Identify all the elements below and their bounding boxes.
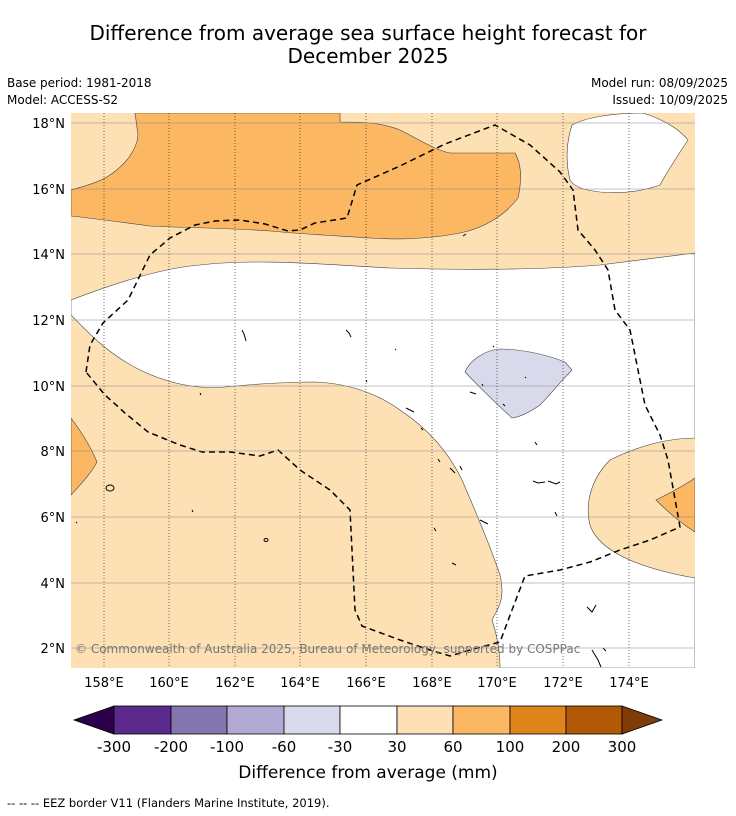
colorbar-over-arrow <box>621 705 664 735</box>
map-title: Difference from average sea surface heig… <box>0 22 736 68</box>
colorbar: -300 -200 -100 -60 -30 30 60 100 200 300… <box>72 705 664 783</box>
colorbar-segment <box>565 705 623 735</box>
colorbar-segment <box>170 705 228 735</box>
lat-tick: 14°N <box>32 248 65 263</box>
colorbar-under-arrow <box>72 705 115 735</box>
colorbar-tick: 200 <box>552 738 581 756</box>
eez-border <box>85 124 681 657</box>
meta-right: Model run: 08/09/2025 Issued: 10/09/2025 <box>591 75 728 109</box>
field-near-average-ne <box>566 113 689 194</box>
colorbar-segment <box>509 705 567 735</box>
lon-tick: 158°E <box>84 676 124 691</box>
copyright-notice: © Commonwealth of Australia 2025, Bureau… <box>75 642 580 656</box>
colorbar-tick: -100 <box>210 738 244 756</box>
colorbar-segment <box>283 705 341 735</box>
field-60-100-west <box>71 417 98 496</box>
colorbar-segment <box>396 705 454 735</box>
colorbar-tick: -60 <box>272 738 297 756</box>
lat-tick: 12°N <box>32 314 65 329</box>
gridlines <box>103 113 630 668</box>
colorbar-tick: 30 <box>387 738 406 756</box>
colorbar-ticks: -300 -200 -100 -60 -30 30 60 100 200 300 <box>97 738 636 756</box>
lon-tick: 170°E <box>477 676 517 691</box>
islands <box>75 233 607 668</box>
colorbar-segment <box>226 705 285 735</box>
map-plot-area: © Commonwealth of Australia 2025, Bureau… <box>71 113 695 668</box>
model-run: Model run: 08/09/2025 <box>590 76 728 90</box>
colorbar-segment <box>113 705 172 735</box>
lon-tick-labels: 158°E 160°E 162°E 164°E 166°E 168°E 170°… <box>84 676 649 691</box>
lat-tick: 18°N <box>32 117 65 132</box>
colorbar-tick: -30 <box>328 738 353 756</box>
colorbar-tick: 100 <box>496 738 525 756</box>
lon-tick: 162°E <box>215 676 255 691</box>
lat-tick: 6°N <box>41 511 66 526</box>
lat-tick-labels: 18°N 16°N 14°N 12°N 10°N 8°N 6°N 4°N 2°N <box>32 117 65 657</box>
colorbar-tick: 60 <box>443 738 462 756</box>
lon-tick: 168°E <box>412 676 452 691</box>
lat-tick: 10°N <box>32 380 65 395</box>
issued-date: Issued: 10/09/2025 <box>612 93 728 107</box>
meta-left: Base period: 1981-2018 Model: ACCESS-S2 <box>7 75 152 109</box>
lon-tick: 174°E <box>609 676 649 691</box>
colorbar-tick: -200 <box>154 738 188 756</box>
lat-gridlines <box>71 122 695 649</box>
colorbar-tick: 300 <box>608 738 637 756</box>
lat-tick: 4°N <box>41 577 66 592</box>
lat-tick: 16°N <box>32 183 65 198</box>
lon-tick: 164°E <box>280 676 320 691</box>
lon-tick: 172°E <box>543 676 583 691</box>
colorbar-segment <box>452 705 511 735</box>
title-line-2: December 2025 <box>287 44 449 68</box>
colorbar-segment <box>339 705 398 735</box>
colorbar-label: Difference from average (mm) <box>238 763 497 783</box>
title-line-1: Difference from average sea surface heig… <box>89 21 647 45</box>
eez-legend: -- -- -- EEZ border V11 (Flanders Marine… <box>7 796 330 810</box>
model-name: Model: ACCESS-S2 <box>7 93 119 107</box>
lon-tick: 160°E <box>149 676 189 691</box>
base-period: Base period: 1981-2018 <box>7 76 152 90</box>
lat-tick: 8°N <box>41 445 66 460</box>
lat-tick: 2°N <box>41 642 66 657</box>
colorbar-tick: -300 <box>97 738 131 756</box>
lon-tick: 166°E <box>346 676 386 691</box>
